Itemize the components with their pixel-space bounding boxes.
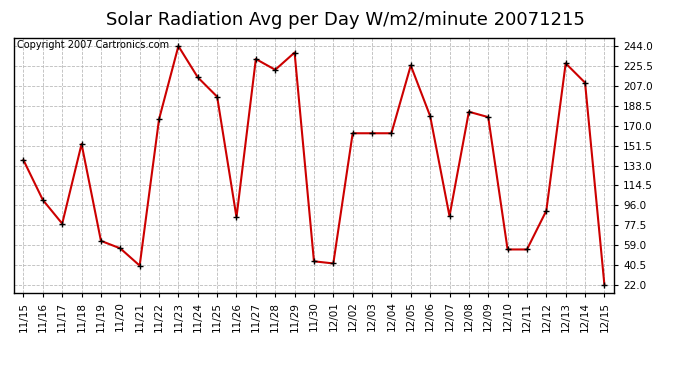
Text: Copyright 2007 Cartronics.com: Copyright 2007 Cartronics.com <box>17 40 169 50</box>
Text: Solar Radiation Avg per Day W/m2/minute 20071215: Solar Radiation Avg per Day W/m2/minute … <box>106 11 584 29</box>
